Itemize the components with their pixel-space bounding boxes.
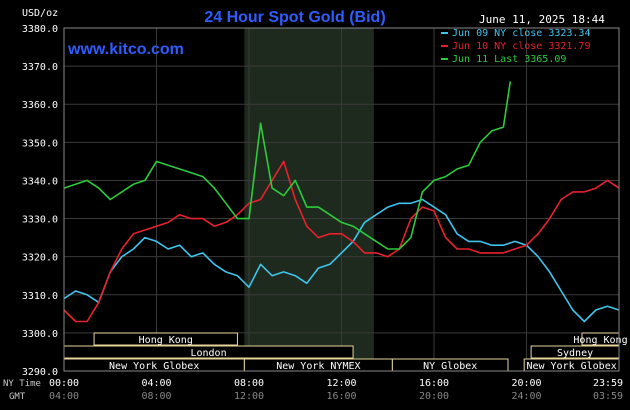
session-label: NY Globex (423, 361, 477, 372)
plot-border (63, 27, 620, 372)
session-label: London (190, 348, 226, 359)
y-tick-label: 3320.0 (22, 253, 58, 264)
x-tick-label-gmt: 16:00 (326, 391, 356, 402)
y-tick-label: 3380.0 (22, 24, 58, 35)
legend-entry: Jun 10 NY close 3321.79 (452, 41, 590, 52)
datestamp: June 11, 2025 18:44 (479, 13, 605, 26)
x-row-label-ny: NY Time (3, 379, 41, 389)
x-tick-label-gmt: 03:59 (593, 391, 623, 402)
y-tick-label: 3310.0 (22, 291, 58, 302)
y-tick-label: 3330.0 (22, 215, 58, 226)
series-lines (63, 81, 620, 323)
x-tick-label-ny: 20:00 (511, 378, 541, 389)
trading-session-bars: Hong Kong Hong Kong London Sydney New York G… (63, 332, 628, 372)
y-tick-label: 3360.0 (22, 100, 58, 111)
x-tick-label-ny: 00:00 (49, 378, 79, 389)
series-line (63, 81, 512, 250)
x-tick-label-ny: 08:00 (234, 378, 264, 389)
x-tick-label-gmt: 04:00 (49, 391, 79, 402)
session-label: New York NYMEX (276, 361, 360, 372)
x-tick-label-ny: 16:00 (419, 378, 449, 389)
y-tick-label: 3350.0 (22, 138, 58, 149)
session-label: New York Globex (109, 361, 199, 372)
y-tick-label: 3340.0 (22, 176, 58, 187)
session-label: New York Globex (526, 361, 616, 372)
x-tick-label-gmt: 20:00 (419, 391, 449, 402)
y-tick-label: 3370.0 (22, 62, 58, 73)
session-label: Sydney (557, 348, 593, 359)
x-tick-labels: 00:00 04:00 08:00 12:00 16:00 20:00 23:59 04:00… (49, 378, 623, 402)
series-line (63, 160, 620, 323)
legend-entry: Jun 11 Last 3365.09 (452, 54, 566, 65)
x-tick-label-gmt: 08:00 (141, 391, 171, 402)
legend-entry: Jun 09 NY close 3323.34 (452, 28, 590, 39)
y-tick-labels: 3380.0 3370.0 3360.0 3350.0 3340.0 3330.0 3320… (22, 24, 58, 378)
x-tick-label-ny: 12:00 (326, 378, 356, 389)
x-row-label-gmt: GMT (9, 392, 26, 402)
chart-title: 24 Hour Spot Gold (Bid) (204, 9, 385, 26)
x-tick-label-ny: 04:00 (141, 378, 171, 389)
shaded-session-band (244, 28, 374, 371)
session-label: Hong Kong (573, 335, 627, 346)
watermark: www.kitco.com (67, 41, 184, 58)
legend: Jun 09 NY close 3323.34 Jun 10 NY close 3… (441, 28, 590, 65)
session-label: Hong Kong (139, 335, 193, 346)
x-tick-label-ny: 23:59 (593, 378, 623, 389)
x-tick-label-gmt: 12:00 (234, 391, 264, 402)
y-axis-unit: USD/oz (22, 8, 58, 19)
y-tick-label: 3300.0 (22, 329, 58, 340)
x-tick-label-gmt: 24:00 (511, 391, 541, 402)
session-bar (93, 332, 238, 346)
y-tick-label: 3290.0 (22, 367, 58, 378)
